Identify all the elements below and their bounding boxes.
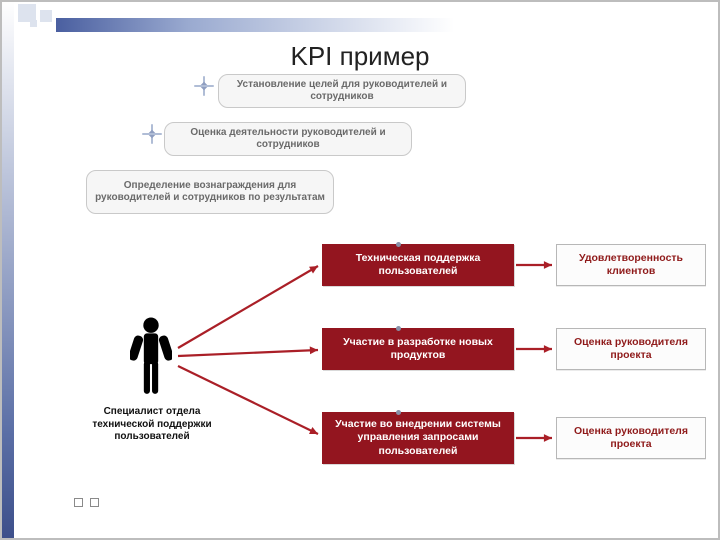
outcome-label: Оценка руководителя проекта — [563, 425, 699, 451]
top-box-reward: Определение вознаграждения для руководит… — [86, 170, 334, 214]
arrow — [507, 340, 561, 358]
star-icon — [142, 124, 162, 144]
decor-header — [0, 0, 720, 36]
top-box-label: Оценка деятельности руководителей и сотр… — [171, 127, 405, 152]
person-icon — [130, 316, 172, 398]
outcome-label: Удовлетворенность клиентов — [563, 252, 699, 278]
arrow — [169, 357, 327, 443]
top-box-assess: Оценка деятельности руководителей и сотр… — [164, 122, 412, 156]
star-icon — [194, 76, 214, 96]
outcome-box-mgr1: Оценка руководителя проекта — [556, 328, 706, 370]
top-box-label: Определение вознаграждения для руководит… — [93, 180, 327, 205]
tick-icon — [396, 326, 401, 331]
activity-box-system: Участие во внедрении системы управления … — [322, 412, 514, 464]
activity-box-products: Участие в разработке новых продуктов — [322, 328, 514, 370]
outcome-box-mgr2: Оценка руководителя проекта — [556, 417, 706, 459]
tick-icon — [396, 242, 401, 247]
activity-label: Участие в разработке новых продуктов — [328, 336, 508, 362]
arrow — [507, 429, 561, 447]
activity-label: Участие во внедрении системы управления … — [328, 418, 508, 457]
outcome-box-sat: Удовлетворенность клиентов — [556, 244, 706, 286]
top-box-goals: Установление целей для руководителей и с… — [218, 74, 466, 108]
outcome-label: Оценка руководителя проекта — [563, 336, 699, 362]
tick-icon — [396, 410, 401, 415]
decor-side-gradient — [0, 0, 14, 540]
top-box-label: Установление целей для руководителей и с… — [225, 79, 459, 104]
activity-label: Техническая поддержка пользователей — [328, 252, 508, 278]
activity-box-support: Техническая поддержка пользователей — [322, 244, 514, 286]
arrow — [507, 256, 561, 274]
diagram-stage: Установление целей для руководителей и с… — [22, 66, 712, 526]
